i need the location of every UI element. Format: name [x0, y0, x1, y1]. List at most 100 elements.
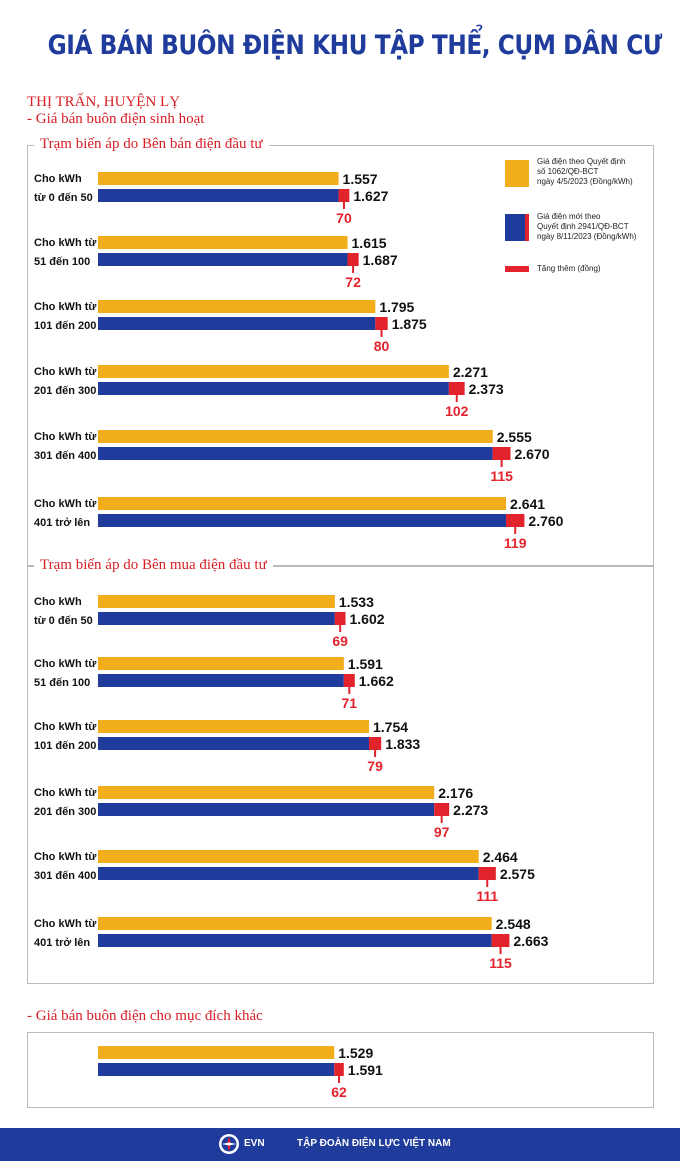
category-label: từ 0 đến 50 [34, 615, 93, 627]
section-box-buyer [27, 566, 654, 984]
data-label-old: 2.271 [453, 364, 488, 380]
category-label: Cho kWh từ [34, 431, 96, 443]
category-label: Cho kWh [34, 596, 82, 608]
data-label-new: 2.273 [453, 802, 488, 818]
data-label-old: 1.533 [339, 594, 374, 610]
data-label-increase: 70 [336, 210, 352, 226]
data-label-increase: 72 [345, 274, 361, 290]
bar-increase [368, 737, 382, 750]
bar-new [98, 934, 492, 947]
data-label-new: 1.687 [363, 252, 398, 268]
data-label-increase: 102 [445, 403, 469, 419]
data-label-new: 1.602 [350, 611, 385, 627]
category-label: Cho kWh từ [34, 658, 96, 670]
bar-new [98, 253, 348, 266]
bar-old [98, 1046, 335, 1059]
bar-old [98, 365, 449, 378]
section-title-seller: Trạm biến áp do Bên bán điện đầu tư [34, 136, 269, 153]
category-label: 51 đến 100 [34, 256, 90, 268]
bar-new [98, 867, 479, 880]
page-title: GIÁ BÁN BUÔN ĐIỆN KHU TẬP THỂ, CỤM DÂN C… [47, 30, 663, 61]
bar-increase [506, 514, 525, 527]
data-label-old: 2.464 [483, 849, 518, 865]
legend-label-new: Giá điện mới theo Quyết định 2941/QĐ-BCT… [537, 212, 637, 241]
data-label-new: 2.663 [513, 933, 548, 949]
evn-logo-icon [219, 1134, 239, 1154]
bar-increase [478, 867, 496, 880]
section-box-other [27, 1032, 654, 1108]
bar-new [98, 674, 344, 687]
data-label-increase: 80 [374, 338, 390, 354]
category-label: 51 đến 100 [34, 677, 90, 689]
data-label-increase: 69 [332, 633, 348, 649]
bar-old [98, 657, 344, 670]
data-label-increase: 115 [490, 468, 513, 484]
bar-old [98, 172, 339, 185]
data-label-old: 2.641 [510, 496, 545, 512]
data-label-old: 2.176 [438, 785, 473, 801]
data-label-increase: 119 [504, 535, 527, 551]
bar-old [98, 430, 493, 443]
category-label: Cho kWh từ [34, 366, 96, 378]
category-label: Cho kWh từ [34, 498, 96, 510]
footer-logo-text: EVN [244, 1138, 265, 1149]
category-label: 101 đến 200 [34, 740, 96, 752]
bar-old [98, 720, 369, 733]
bar-increase [375, 317, 388, 330]
data-label-new: 2.670 [515, 446, 550, 462]
data-label-increase: 115 [489, 955, 512, 971]
data-label-old: 2.555 [497, 429, 532, 445]
bar-increase [491, 934, 510, 947]
bar-old [98, 300, 376, 313]
category-label: Cho kWh từ [34, 237, 96, 249]
bar-new [98, 737, 369, 750]
legend-label-old: Giá điện theo Quyết định số 1062/QĐ-BCT … [537, 157, 633, 186]
data-label-old: 1.529 [338, 1045, 373, 1061]
data-label-old: 2.548 [496, 916, 531, 932]
data-label-new: 2.373 [469, 381, 504, 397]
data-label-new: 1.833 [385, 736, 420, 752]
category-label: từ 0 đến 50 [34, 192, 93, 204]
legend-swatch-new [505, 214, 525, 241]
bar-new [98, 317, 376, 330]
bar-old [98, 917, 492, 930]
bar-old [98, 595, 335, 608]
section-box-seller [27, 145, 654, 566]
bar-new [98, 803, 435, 816]
region-label: THỊ TRẤN, HUYỆN LỴ [27, 94, 181, 110]
bar-new [98, 382, 449, 395]
subheading-other: - Giá bán buôn điện cho mục đích khác [27, 1008, 263, 1024]
data-label-new: 1.662 [359, 673, 394, 689]
bar-increase [343, 674, 355, 687]
category-label: Cho kWh từ [34, 787, 96, 799]
bar-new [98, 189, 339, 202]
data-label-new: 1.875 [392, 316, 427, 332]
data-label-old: 1.795 [379, 299, 414, 315]
data-label-old: 1.754 [373, 719, 408, 735]
category-label: Cho kWh từ [34, 918, 96, 930]
bar-new [98, 514, 507, 527]
category-label: Cho kWh từ [34, 851, 96, 863]
category-label: 201 đến 300 [34, 385, 96, 397]
bar-increase [492, 447, 511, 460]
legend-swatch-old [505, 160, 529, 187]
footer-bar: EVN TẬP ĐOÀN ĐIỆN LỰC VIỆT NAM [0, 1128, 680, 1161]
bar-increase [334, 612, 346, 625]
bar-old [98, 850, 479, 863]
data-label-increase: 71 [342, 695, 358, 711]
category-label: 301 đến 400 [34, 870, 96, 882]
data-label-increase: 79 [367, 758, 383, 774]
data-label-new: 2.760 [528, 513, 563, 529]
data-label-new: 1.627 [353, 188, 388, 204]
data-label-increase: 97 [434, 824, 450, 840]
legend-swatch-new-increase [525, 214, 529, 241]
legend-swatch-increase [505, 266, 529, 272]
bar-increase [434, 803, 450, 816]
bar-increase [334, 1063, 344, 1076]
category-label: 301 đến 400 [34, 450, 96, 462]
data-label-new: 1.591 [348, 1062, 383, 1078]
data-label-increase: 111 [476, 888, 498, 904]
footer-org-name: TẬP ĐOÀN ĐIỆN LỰC VIỆT NAM [297, 1138, 451, 1149]
category-label: 401 trở lên [34, 937, 90, 949]
